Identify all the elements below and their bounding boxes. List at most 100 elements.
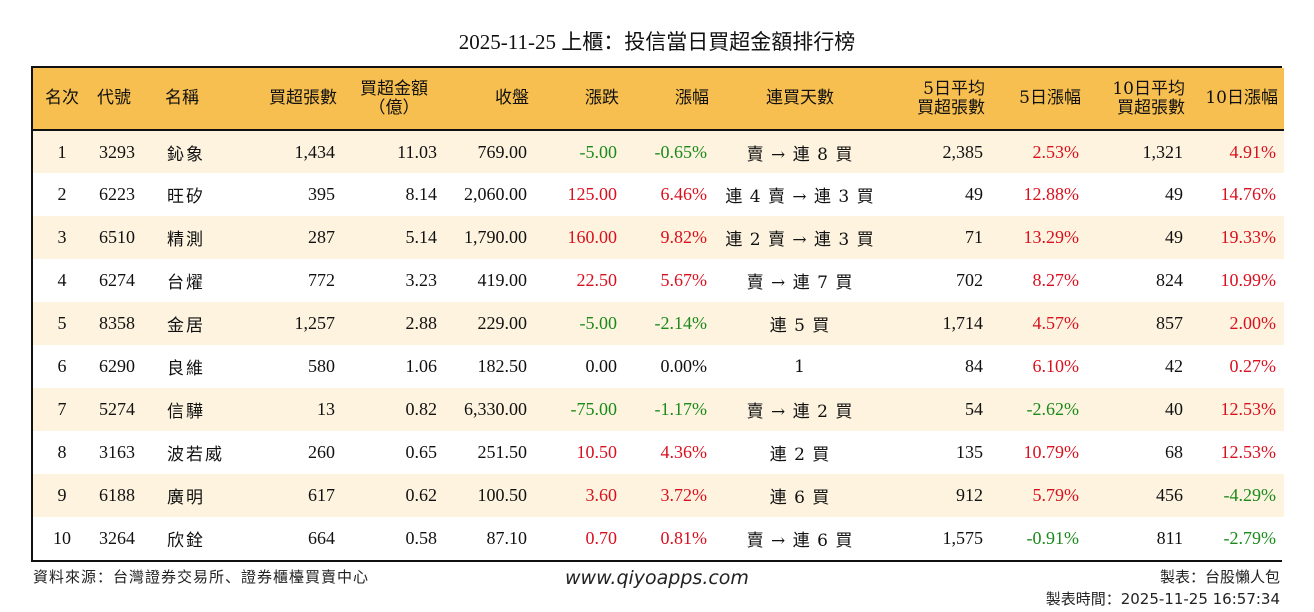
rank-cell: 6 [57,356,67,376]
pct10-cell: 2.00% [1229,313,1277,333]
name-cell: 信驊 [167,402,205,422]
pct10-cell: 14.76% [1220,184,1277,204]
header-pct5: 5日漲幅 [991,68,1087,131]
close-cell: 6,330.00 [464,399,527,419]
maker-label: 製表：台股懶人包 [1159,568,1280,586]
net-buy-amount-cell: 8.14 [405,184,438,204]
table-row: 5 8358 金居 1,257 2.88 229.00 -5.00 -2.14% 連 5 買 1,… [33,302,1284,345]
header-avg5: 5日平均 買超張數 [885,68,991,131]
name-cell: 良維 [167,359,205,379]
pct10-cell: 19.33% [1220,227,1277,247]
net-buy-amount-cell: 2.88 [405,313,438,333]
avg10-cell: 40 [1165,399,1183,419]
streak-cell: 連 4 賣 → 連 3 買 [725,187,875,207]
streak-cell: 連 5 買 [769,316,831,336]
pct5-cell: 12.88% [1023,184,1080,204]
table-row: 1 3293 鈊象 1,434 11.03 769.00 -5.00 -0.65% 賣 → 連 … [33,130,1284,173]
close-cell: 100.50 [477,485,528,505]
name-cell: 廣明 [167,488,205,508]
name-cell: 金居 [167,316,205,336]
header-change: 漲跌 [535,68,625,131]
net-buy-amount-cell: 5.14 [405,227,438,247]
rank-cell: 7 [57,399,67,419]
rank-cell: 8 [57,442,67,462]
name-cell: 台燿 [167,273,205,293]
net-buy-lots-cell: 772 [308,270,335,290]
code-cell: 6188 [99,485,135,505]
header-close: 收盤 [445,68,535,131]
net-buy-lots-cell: 287 [308,227,335,247]
website-link[interactable]: www.qiyoapps.com [565,567,749,589]
avg5-cell: 912 [956,485,983,505]
avg10-cell: 811 [1156,528,1183,548]
header-change-pct: 漲幅 [625,68,715,131]
pct10-cell: 12.53% [1220,399,1277,419]
streak-cell: 賣 → 連 7 買 [746,273,854,293]
streak-cell: 1 [794,356,806,377]
avg5-cell: 1,714 [942,313,984,333]
change-cell: 125.00 [567,184,618,204]
change-cell: 0.00 [585,356,618,376]
pct5-cell: -2.62% [1026,399,1080,419]
net-buy-lots-cell: 617 [308,485,335,505]
avg10-cell: 857 [1156,313,1183,333]
pct5-cell: -0.91% [1026,528,1080,548]
net-buy-amount-cell: 1.06 [405,356,438,376]
code-cell: 3163 [99,442,135,462]
net-buy-lots-cell: 13 [317,399,335,419]
pct5-cell: 10.79% [1023,442,1080,462]
avg5-cell: 702 [956,270,983,290]
change-pct-cell: 0.81% [660,528,708,548]
code-cell: 5274 [99,399,135,419]
change-pct-cell: -1.17% [654,399,708,419]
net-buy-amount-cell: 0.58 [405,528,438,548]
close-cell: 229.00 [477,313,528,333]
net-buy-lots-cell: 1,257 [294,313,336,333]
change-pct-cell: 3.72% [660,485,708,505]
pct5-cell: 4.57% [1032,313,1080,333]
table-row: 7 5274 信驊 13 0.82 6,330.00 -75.00 -1.17% 賣 → 連 2… [33,388,1284,431]
avg5-cell: 54 [965,399,983,419]
pct5-cell: 2.53% [1032,141,1080,162]
table-row: 6 6290 良維 580 1.06 182.50 0.00 0.00% 1 84 6.10% 42 0… [33,345,1284,388]
made-time: 製表時間：2025-11-25 16:57:34 [1045,590,1280,608]
avg5-cell: 2,385 [942,141,984,162]
avg10-cell: 49 [1165,227,1183,247]
pct10-cell: 0.27% [1229,356,1277,376]
header-avg10: 10日平均 買超張數 [1087,68,1191,131]
close-cell: 182.50 [477,356,528,376]
change-cell: 160.00 [567,227,618,247]
pct5-cell: 5.79% [1032,485,1080,505]
footer-credits: 製表：台股懶人包 製表時間：2025-11-25 16:57:34 [1046,566,1280,610]
avg5-cell: 135 [956,442,983,462]
change-cell: 22.50 [576,270,618,290]
streak-cell: 賣 → 連 2 買 [746,402,854,422]
change-cell: 10.50 [576,442,618,462]
rank-cell: 9 [57,485,67,505]
code-cell: 6223 [99,184,135,204]
pct5-cell: 6.10% [1032,356,1080,376]
code-cell: 6290 [99,356,135,376]
change-cell: -5.00 [579,313,618,333]
change-pct-cell: -2.14% [654,313,708,333]
streak-cell: 賣 → 連 6 買 [746,531,854,551]
rank-cell: 4 [57,270,67,290]
net-buy-lots-cell: 1,434 [294,141,336,162]
net-buy-lots-cell: 580 [308,356,335,376]
header-streak: 連買天數 [715,68,885,131]
table-header-row: 名次 代號 名稱 買超張數 買超金額 （億） 收盤 漲跌 漲幅 連買天數 5日平… [33,68,1284,131]
rank-cell: 3 [57,227,67,247]
header-code: 代號 [91,68,159,131]
table-row: 4 6274 台燿 772 3.23 419.00 22.50 5.67% 賣 → 連 7 買 7… [33,259,1284,302]
page-title: 2025-11-25 上櫃：投信當日買超金額排行榜 [458,30,856,54]
net-buy-lots-cell: 395 [308,184,335,204]
close-cell: 769.00 [477,141,528,162]
code-cell: 3293 [99,141,135,162]
avg10-cell: 68 [1165,442,1183,462]
close-cell: 251.50 [477,442,528,462]
name-cell: 鈊象 [167,144,205,165]
avg10-cell: 49 [1165,184,1183,204]
header-net-buy-lots: 買超張數 [241,68,343,131]
avg10-cell: 824 [1156,270,1183,290]
net-buy-amount-cell: 0.82 [405,399,438,419]
